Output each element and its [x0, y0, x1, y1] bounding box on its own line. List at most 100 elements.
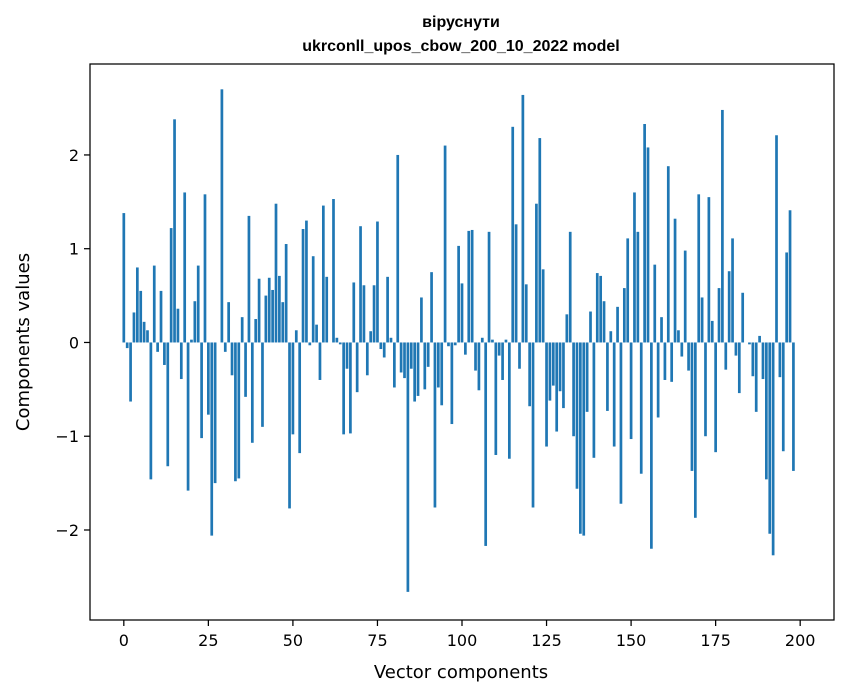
bar-125: [545, 342, 548, 447]
bar-90: [426, 342, 430, 367]
bar-76: [379, 342, 383, 350]
y-axis-ticks: −2 −1 0 1 2: [55, 146, 90, 540]
bar-165: [680, 342, 684, 357]
bar-84: [406, 342, 410, 592]
bar-138: [589, 311, 592, 343]
bar-132: [568, 231, 572, 343]
bar-163: [673, 218, 677, 343]
y-tick-label: 0: [69, 333, 79, 352]
bar-34: [237, 342, 241, 479]
bar-96: [447, 342, 450, 347]
bar-114: [507, 342, 511, 459]
bar-52: [298, 342, 302, 454]
bar-86: [413, 342, 417, 402]
bar-45: [274, 203, 278, 343]
bar-95: [443, 145, 447, 343]
bar-56: [311, 256, 315, 343]
chart-title: віруснути: [422, 14, 500, 31]
bar-142: [602, 301, 606, 343]
bar-25: [207, 342, 210, 415]
bar-66: [345, 342, 349, 369]
bar-47: [281, 302, 285, 343]
bar-60: [325, 276, 329, 343]
bar-74: [372, 285, 376, 343]
bar-51: [294, 330, 298, 343]
bar-181: [734, 342, 738, 356]
bar-35: [240, 317, 244, 343]
x-tick-label: 0: [119, 631, 129, 650]
bar-193: [775, 135, 778, 343]
bar-141: [599, 275, 603, 343]
bar-80: [393, 342, 396, 388]
bar-38: [250, 342, 254, 443]
bar-110: [494, 342, 498, 455]
bar-177: [721, 109, 724, 343]
x-tick-label: 150: [616, 631, 647, 650]
bar-79: [389, 337, 393, 343]
bar-189: [761, 342, 765, 380]
bar-162: [670, 342, 674, 382]
bar-106: [480, 337, 484, 343]
bar-5: [139, 290, 143, 343]
bar-135: [579, 342, 582, 534]
bar-57: [315, 324, 318, 343]
bar-41: [261, 342, 264, 427]
bar-53: [301, 229, 305, 343]
bar-174: [710, 320, 714, 343]
bar-32: [230, 342, 234, 376]
x-tick-label: 125: [531, 631, 562, 650]
bar-99: [457, 245, 460, 343]
bar-133: [572, 342, 575, 437]
bar-71: [362, 285, 366, 343]
bar-67: [349, 342, 352, 434]
bar-137: [585, 342, 589, 412]
bar-69: [355, 342, 359, 393]
x-tick-label: 25: [198, 631, 218, 650]
bar-179: [727, 271, 731, 343]
bar-3: [132, 312, 136, 343]
bar-109: [491, 339, 494, 343]
bar-15: [173, 119, 176, 343]
bar-36: [244, 342, 247, 397]
bar-29: [220, 89, 224, 343]
bar-40: [257, 278, 261, 343]
bar-180: [731, 238, 734, 343]
bar-150: [629, 342, 633, 440]
bar-111: [497, 342, 501, 356]
bar-131: [565, 314, 569, 343]
x-tick-label: 200: [785, 631, 816, 650]
bar-31: [227, 302, 231, 343]
bar-22: [196, 265, 200, 343]
bar-19: [186, 342, 190, 491]
bar-149: [626, 238, 630, 343]
bar-93: [436, 342, 440, 388]
bar-58: [318, 342, 322, 380]
bar-153: [639, 342, 643, 474]
bar-157: [653, 264, 657, 343]
bar-102: [467, 230, 471, 343]
bar-98: [453, 342, 457, 346]
bar-78: [386, 276, 389, 343]
bar-178: [724, 342, 728, 370]
bar-2: [129, 342, 132, 402]
bar-75: [376, 221, 379, 343]
bar-116: [514, 224, 518, 343]
bar-59: [321, 205, 325, 343]
bar-70: [359, 226, 362, 343]
bar-191: [768, 342, 772, 534]
bar-37: [247, 215, 251, 343]
bar-73: [369, 331, 373, 343]
bar-127: [551, 342, 555, 386]
bar-4: [135, 267, 139, 343]
bar-23: [200, 342, 203, 439]
bar-151: [633, 192, 636, 343]
bar-12: [163, 342, 166, 365]
bar-62: [332, 199, 335, 343]
bar-30: [223, 342, 227, 352]
bar-44: [271, 289, 274, 343]
y-axis-label: Components values: [13, 253, 34, 431]
bar-50: [291, 342, 295, 435]
y-tick-label: −1: [55, 427, 79, 446]
bar-18: [183, 192, 187, 343]
bar-171: [700, 297, 704, 343]
